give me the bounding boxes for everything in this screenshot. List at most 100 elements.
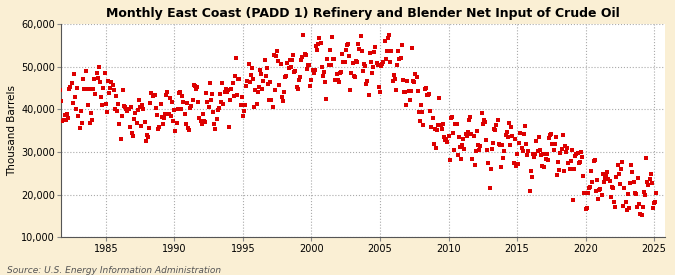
Point [504,121,514,125]
Point [254,85,265,90]
Point [215,92,225,97]
Point [439,134,450,139]
Point [320,80,331,84]
Point [151,105,161,110]
Point [129,117,140,122]
Point [89,77,100,82]
Point [564,167,575,172]
Point [261,65,272,70]
Point [291,85,302,89]
Point [566,159,576,163]
Point [571,151,582,156]
Point [185,106,196,111]
Point [403,89,414,94]
Point [65,85,76,89]
Point [562,146,572,150]
Point [427,116,438,120]
Point [363,93,374,97]
Point [448,131,458,135]
Point [269,53,279,57]
Point [124,107,134,111]
Point [134,105,145,109]
Point [566,148,577,152]
Point [540,156,551,161]
Point [576,149,587,154]
Point [365,59,376,64]
Point [506,125,517,129]
Point [177,94,188,98]
Point [328,56,339,61]
Point [136,123,146,128]
Point [137,103,148,107]
Point [617,160,628,164]
Point [395,55,406,60]
Point [414,119,425,123]
Point [368,64,379,69]
Point [484,186,495,190]
Point [404,98,415,102]
Point [443,134,454,139]
Point [288,53,298,58]
Point [526,175,537,179]
Point [213,106,224,110]
Point [614,182,625,186]
Point [573,161,584,166]
Point [515,131,526,135]
Point [428,142,439,147]
Point [558,169,569,173]
Point [235,103,246,108]
Point [487,141,498,145]
Point [223,88,234,92]
Point [198,119,209,124]
Point [647,181,657,186]
Point [350,75,360,79]
Point [531,139,542,143]
Point [394,57,405,61]
Point [650,200,661,204]
Point [491,123,502,127]
Point [635,212,646,216]
Point [216,100,227,104]
Point [50,109,61,114]
Point [530,152,541,156]
Point [122,109,133,113]
Point [217,81,227,85]
Point [591,189,601,193]
Title: Monthly East Coast (PADD 1) Refinery and Blender Net Input of Crude Oil: Monthly East Coast (PADD 1) Refinery and… [106,7,620,20]
Point [618,204,628,208]
Point [211,117,222,121]
Point [314,36,325,40]
Point [83,86,94,91]
Point [99,71,110,76]
Point [296,58,306,63]
Point [637,205,648,210]
Point [510,164,521,168]
Point [602,170,613,174]
Point [332,78,343,82]
Point [238,114,248,118]
Point [621,208,632,212]
Point [462,130,473,134]
Point [640,193,651,197]
Point [72,86,82,91]
Point [548,147,559,152]
Point [482,148,493,152]
Point [298,33,309,37]
Point [450,122,461,126]
Point [98,86,109,91]
Point [75,109,86,113]
Point [489,127,500,131]
Point [194,116,205,120]
Point [188,83,199,87]
Point [169,108,180,112]
Point [97,103,108,107]
Point [325,63,336,67]
Point [594,188,605,192]
Point [470,148,481,153]
Point [164,96,175,100]
Point [256,71,267,76]
Point [436,126,447,131]
Point [392,62,402,67]
Point [338,60,349,64]
Point [574,160,585,165]
